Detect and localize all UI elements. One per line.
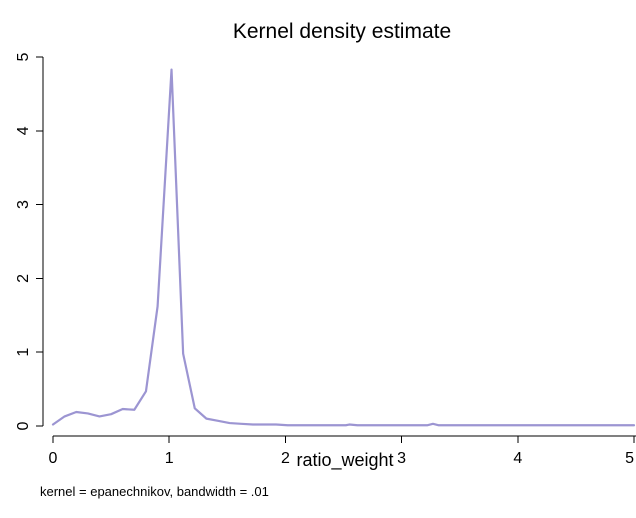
x-axis: 0 1 2 3 4 5: [49, 435, 636, 467]
y-tick-label-4: 4: [15, 126, 32, 135]
x-axis-title: ratio_weight: [296, 450, 393, 471]
y-tick-label-0: 0: [15, 421, 32, 430]
x-tick-label-1: 1: [165, 450, 174, 467]
y-tick-label-2: 2: [15, 274, 32, 283]
x-tick-label-3: 3: [397, 450, 406, 467]
chart-title: Kernel density estimate: [233, 20, 451, 43]
y-tick-label-3: 3: [15, 200, 32, 209]
y-tick-label-1: 1: [15, 348, 32, 357]
density-line-0: [51, 68, 636, 427]
y-tick-label-5: 5: [15, 52, 32, 61]
x-tick-label-2: 2: [281, 450, 290, 467]
y-axis: 0 1 2 3 4 5: [15, 52, 44, 430]
kernel-note: kernel = epanechnikov, bandwidth = .01: [40, 484, 269, 499]
x-tick-label-0: 0: [49, 450, 58, 467]
x-tick-label-4: 4: [513, 450, 522, 467]
plot-series: [51, 68, 636, 427]
x-tick-label-5: 5: [625, 450, 634, 467]
